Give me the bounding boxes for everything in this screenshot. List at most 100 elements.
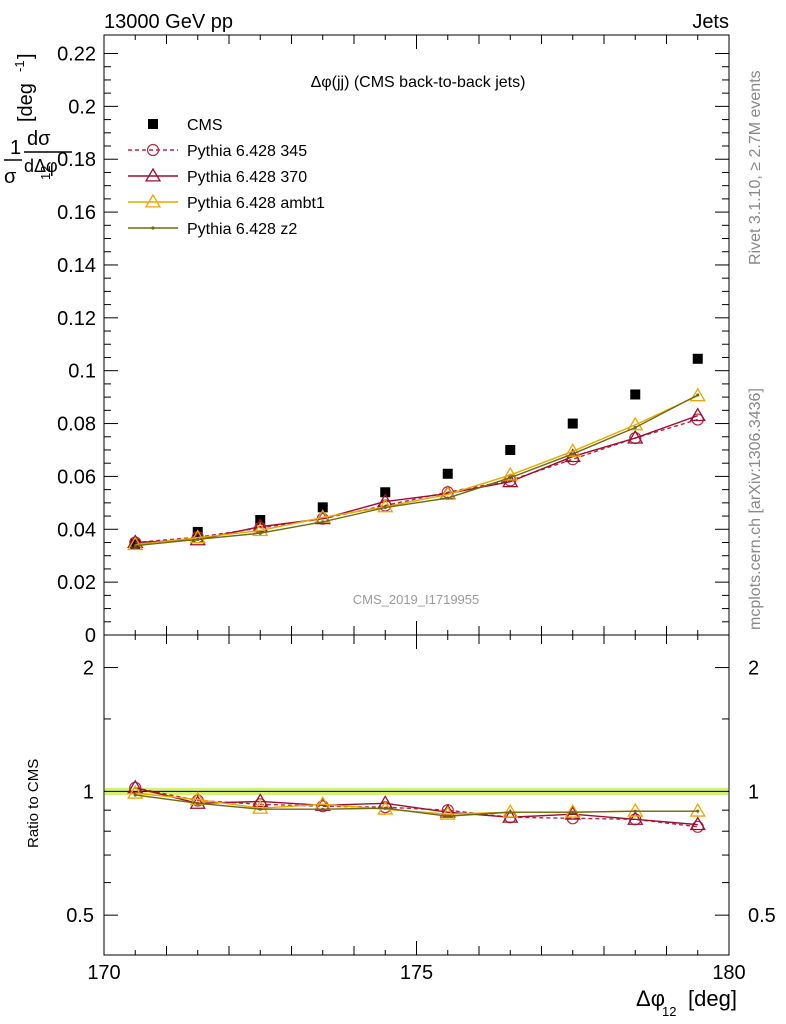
data-point [130,538,141,549]
data-point [502,473,519,488]
data-point [502,808,519,823]
main-y-tick-label: 0.14 [57,255,96,277]
legend-label: Pythia 6.428 z2 [187,221,297,238]
legend: CMS Pythia 6.428 345 Pythia 6.428 370 Pythi… [128,117,325,238]
series-line [135,395,699,546]
x-tick-label: 170 [87,962,120,984]
data-point [571,452,575,456]
legend-label: Pythia 6.428 345 [187,143,307,160]
data-point [446,496,450,500]
main-title: Δφ(jj) (CMS back-to-back jets) [311,74,526,91]
data-point [502,466,519,481]
ratio-y-tick-label: 1 [83,781,94,803]
data-point [633,425,637,430]
data-point [505,444,516,455]
main-y-tick-label: 0.18 [57,149,96,171]
data-point [258,807,262,811]
svg-text:dΔφ: dΔφ [24,156,58,176]
data-point [442,468,453,479]
data-point [383,505,387,510]
data-point [627,416,644,431]
data-point [508,810,512,814]
data-point [692,353,703,364]
series-2 [127,407,706,549]
ratio-series-3 [133,793,700,818]
data-point [146,143,160,157]
data-point [689,407,706,422]
legend-entry: CMS [148,117,223,134]
data-point [508,476,512,480]
main-series-group [127,353,706,551]
ratio-y-label: Ratio to CMS [25,759,42,848]
data-point [196,801,200,805]
data-point [144,193,162,208]
main-y-tick-label: 0.02 [57,572,96,594]
data-point [127,536,144,551]
analysis-watermark: CMS_2019_I1719955 [353,592,480,607]
data-point [148,119,158,129]
data-point [564,805,581,820]
svg-text:[deg: [deg [15,83,37,122]
header-left: 13000 GeV pp [104,11,233,33]
legend-label: Pythia 6.428 370 [187,169,307,186]
data-point [258,531,262,535]
main-y-tick-label: 0.04 [57,519,96,541]
ratio-y-tick-label-right: 0.5 [748,905,776,927]
svg-text:]: ] [15,53,37,59]
main-y-tick-label: 0.2 [68,96,96,118]
data-point [151,226,155,230]
main-y-tick-label: 0.16 [57,202,96,224]
data-point [189,529,206,544]
main-y-tick-label: 0 [85,625,96,647]
data-point [252,518,269,533]
data-point [689,387,706,402]
series-0 [130,353,703,549]
data-point [127,784,144,799]
main-y-tick-label: 0.06 [57,466,96,488]
data-point [446,814,450,818]
legend-label: CMS [187,117,223,134]
ratio-series-line [135,794,698,817]
data-point [380,487,391,498]
rivet-label: Rivet 3.1.10, ≥ 2.7M events [747,70,764,265]
data-point [627,811,644,825]
data-point [127,779,144,794]
data-point [383,806,387,810]
svg-text:-1: -1 [12,60,27,72]
main-y-label: 1 σ dσ dΔφ 12 [deg -1 ] [4,53,72,188]
data-point [196,537,200,541]
main-y-tick-label: 0.1 [68,361,96,383]
x-axis-label: Δφ 12 [deg] [636,986,737,1019]
data-point [321,807,325,811]
ratio-series-line [135,787,698,826]
data-point [689,816,706,831]
data-point [133,544,137,548]
legend-entry: Pythia 6.428 370 [128,167,307,186]
data-point [317,502,328,513]
series-1 [129,413,704,549]
legend-entry: Pythia 6.428 345 [128,143,307,160]
ratio-y-tick-label: 0.5 [66,905,94,927]
x-tick-label: 175 [400,962,433,984]
data-point [691,413,704,426]
mcplots-label: mcplots.cern.ch [arXiv:1306.3436] [747,388,764,630]
main-y-tick-label: 0.12 [57,308,96,330]
ratio-reference-band [104,787,729,795]
legend-label: Pythia 6.428 ambt1 [187,195,325,212]
ratio-y-axis: 0.5 0.5 1 1 2 2 [66,658,776,928]
data-point [252,522,269,537]
data-point [321,520,325,524]
data-point [630,389,641,400]
data-point [439,805,456,820]
legend-entry: Pythia 6.428 ambt1 [128,193,325,212]
data-point [252,793,269,808]
svg-text:12: 12 [662,1004,676,1019]
series-line [135,418,698,544]
main-y-axis: 0 0.02 0.04 0.06 0.08 0.1 0.12 0.14 0.16 0.18 0.2 0… [57,44,729,647]
data-point [696,393,700,397]
svg-text:σ: σ [4,166,17,188]
data-point [567,418,578,429]
data-point [377,498,394,513]
main-y-tick-label: 0.22 [57,44,96,66]
